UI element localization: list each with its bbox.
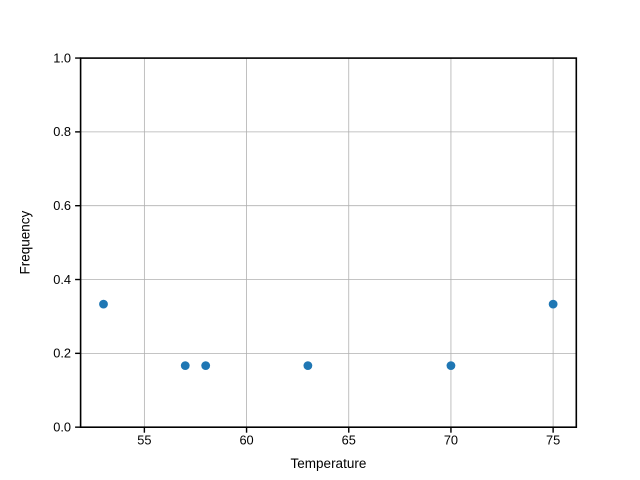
svg-text:75: 75 xyxy=(546,433,560,448)
svg-text:60: 60 xyxy=(239,433,253,448)
svg-text:0.4: 0.4 xyxy=(53,272,71,287)
svg-text:1.0: 1.0 xyxy=(53,50,71,65)
svg-text:0.0: 0.0 xyxy=(53,419,71,434)
svg-text:0.6: 0.6 xyxy=(53,198,71,213)
svg-text:65: 65 xyxy=(342,433,356,448)
svg-text:Frequency: Frequency xyxy=(18,211,33,275)
svg-text:55: 55 xyxy=(137,433,151,448)
svg-text:Temperature: Temperature xyxy=(291,456,367,471)
svg-text:0.2: 0.2 xyxy=(53,346,71,361)
svg-text:0.8: 0.8 xyxy=(53,124,71,139)
svg-text:70: 70 xyxy=(444,433,458,448)
